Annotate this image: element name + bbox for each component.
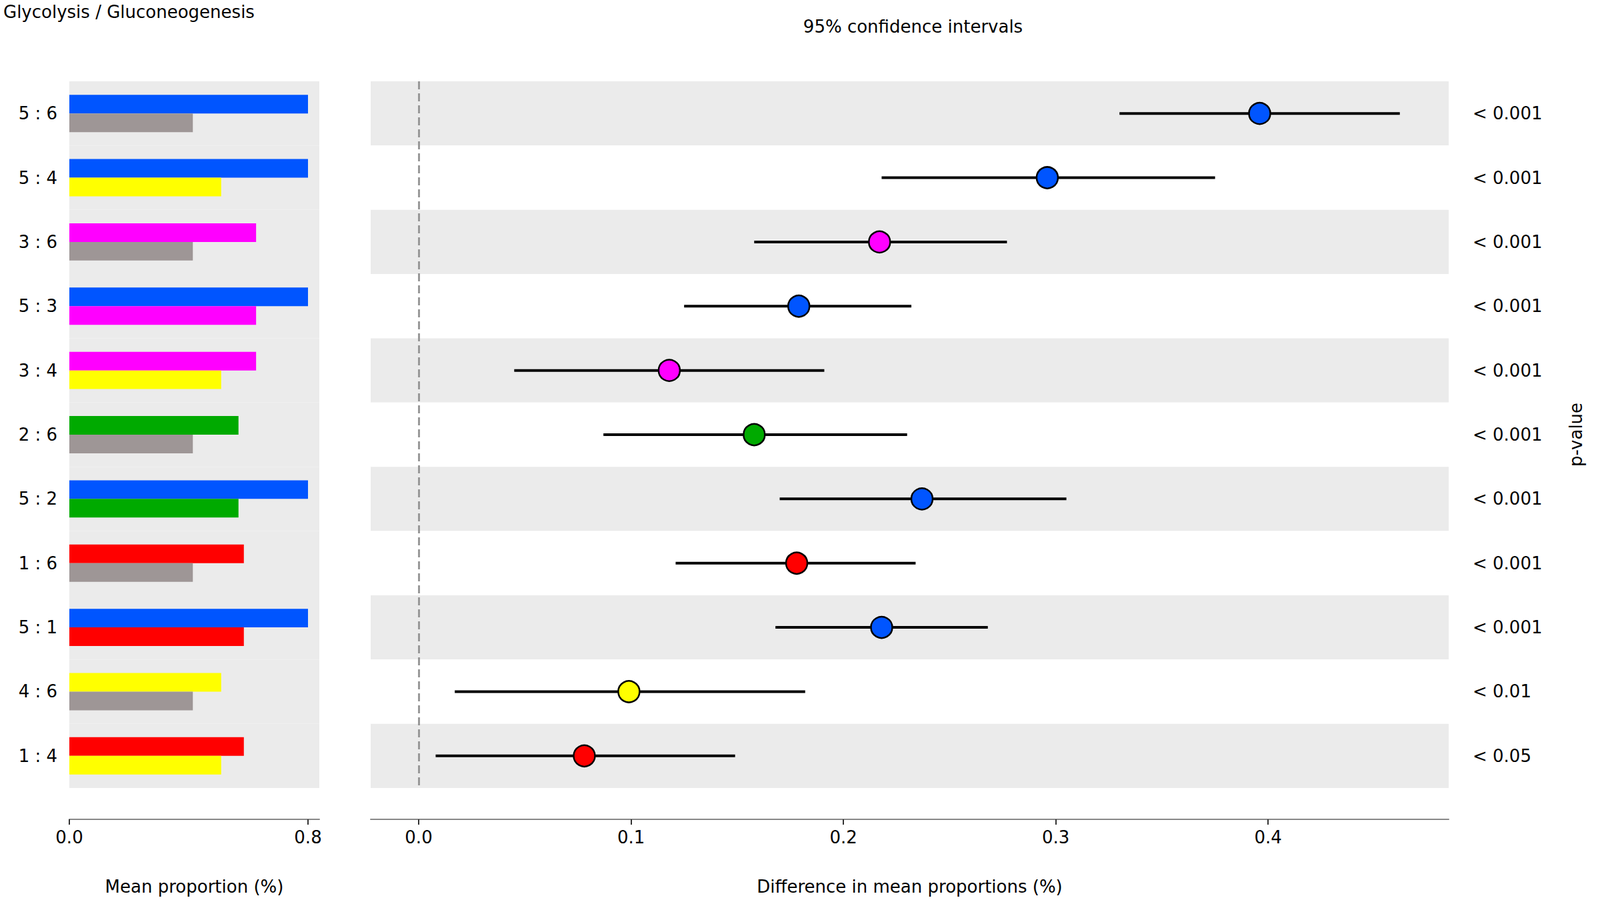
svg-text:1 : 4: 1 : 4 <box>18 746 58 766</box>
svg-text:0.1: 0.1 <box>617 827 645 848</box>
svg-text:0.3: 0.3 <box>1042 827 1070 848</box>
svg-text:< 0.001: < 0.001 <box>1472 553 1542 574</box>
svg-text:< 0.001: < 0.001 <box>1472 296 1542 316</box>
svg-text:3 : 6: 3 : 6 <box>18 232 58 252</box>
svg-text:4 : 6: 4 : 6 <box>18 681 58 702</box>
svg-text:< 0.001: < 0.001 <box>1472 168 1542 188</box>
svg-text:< 0.001: < 0.001 <box>1472 103 1542 124</box>
svg-text:< 0.001: < 0.001 <box>1472 232 1542 252</box>
svg-text:Glycolysis / Gluconeogenesis: Glycolysis / Gluconeogenesis <box>3 2 255 22</box>
svg-text:5 : 4: 5 : 4 <box>18 168 58 188</box>
svg-text:Difference in mean proportions: Difference in mean proportions (%) <box>756 876 1063 897</box>
svg-text:95% confidence intervals: 95% confidence intervals <box>803 16 1023 37</box>
svg-text:Mean proportion (%): Mean proportion (%) <box>105 876 284 897</box>
svg-text:< 0.001: < 0.001 <box>1472 488 1542 509</box>
svg-text:5 : 1: 5 : 1 <box>18 617 58 638</box>
svg-text:0.0: 0.0 <box>55 827 83 848</box>
svg-text:0.4: 0.4 <box>1254 827 1282 848</box>
svg-text:5 : 3: 5 : 3 <box>18 296 58 316</box>
svg-text:5 : 6: 5 : 6 <box>18 103 58 124</box>
svg-text:5 : 2: 5 : 2 <box>18 488 58 509</box>
svg-text:0.0: 0.0 <box>404 827 432 848</box>
svg-text:< 0.001: < 0.001 <box>1472 360 1542 381</box>
svg-text:< 0.05: < 0.05 <box>1472 746 1532 766</box>
svg-text:< 0.001: < 0.001 <box>1472 424 1542 445</box>
svg-text:3 : 4: 3 : 4 <box>18 360 58 381</box>
svg-text:2 : 6: 2 : 6 <box>18 424 58 445</box>
svg-text:1 : 6: 1 : 6 <box>18 553 58 574</box>
svg-text:< 0.01: < 0.01 <box>1472 681 1532 702</box>
svg-text:0.2: 0.2 <box>829 827 857 848</box>
svg-text:0.8: 0.8 <box>294 827 322 848</box>
svg-text:p-value: p-value <box>1566 402 1586 467</box>
svg-text:< 0.001: < 0.001 <box>1472 617 1542 638</box>
